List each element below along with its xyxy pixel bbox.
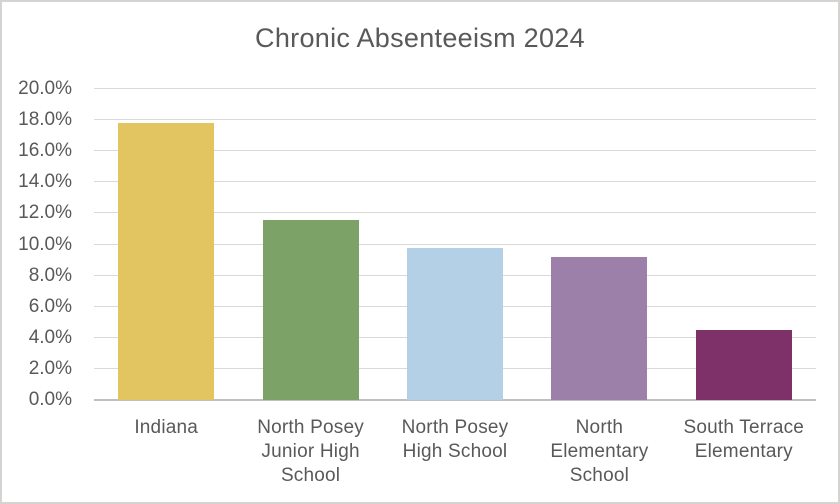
gridline: [94, 181, 816, 183]
gridline: [94, 150, 816, 152]
y-axis-tick-label: 0.0%: [28, 389, 72, 410]
x-axis-label-line: Junior High: [261, 441, 360, 462]
y-axis-tick-label: 20.0%: [18, 78, 72, 99]
x-axis-label: North Posey Junior High School: [238, 416, 382, 488]
bar-south-terrace-elementary: [695, 330, 792, 400]
x-axis-label-line: High School: [402, 441, 508, 462]
y-axis-tick-label: 6.0%: [28, 295, 72, 317]
gridline: [94, 243, 816, 245]
bar-north-elementary-school: [551, 256, 648, 400]
x-axis-label-line: Elementary: [694, 441, 793, 462]
bar-north-posey-high-school: [407, 247, 503, 400]
x-axis-label-line: North Posey: [257, 417, 364, 438]
x-axis-label: North Posey High School: [383, 416, 527, 464]
x-axis-label-line: School: [569, 465, 630, 486]
bar-north-posey-junior-high-school: [262, 219, 359, 400]
x-axis-label-line: North: [575, 417, 624, 438]
x-axis-line: [94, 399, 816, 401]
gridline: [94, 88, 816, 89]
y-axis-tick-label: 2.0%: [28, 357, 72, 379]
x-axis-label: North Elementary School: [527, 416, 671, 488]
x-axis-label-line: Indiana: [134, 417, 199, 438]
plot-area: 0.0% 2.0% 4.0% 6.0% 8.0% 10.0% 12.0% 14.0% 16.0%…: [18, 79, 816, 486]
y-axis-tick-label: 8.0%: [28, 264, 72, 286]
y-axis-tick-label: 4.0%: [28, 326, 72, 348]
y-axis-tick-label: 14.0%: [18, 171, 72, 193]
y-axis-tick-label: 18.0%: [18, 109, 72, 131]
y-axis-tick-label: 12.0%: [18, 202, 72, 224]
x-axis-label-line: School: [280, 465, 341, 486]
x-axis-label: South Terrace Elementary: [672, 416, 816, 464]
x-axis-label: Indiana: [94, 416, 238, 440]
gridline: [94, 212, 816, 214]
x-axis-label-line: North Posey: [401, 417, 509, 438]
x-axis-label-line: Elementary: [550, 441, 649, 462]
x-axis-label-line: South Terrace: [683, 417, 805, 438]
chart-title: Chronic Absenteeism 2024: [255, 23, 585, 53]
gridline: [94, 119, 816, 121]
y-axis-tick-label: 10.0%: [18, 233, 72, 255]
y-axis-tick-label: 16.0%: [18, 140, 72, 162]
bar-indiana: [118, 123, 215, 400]
